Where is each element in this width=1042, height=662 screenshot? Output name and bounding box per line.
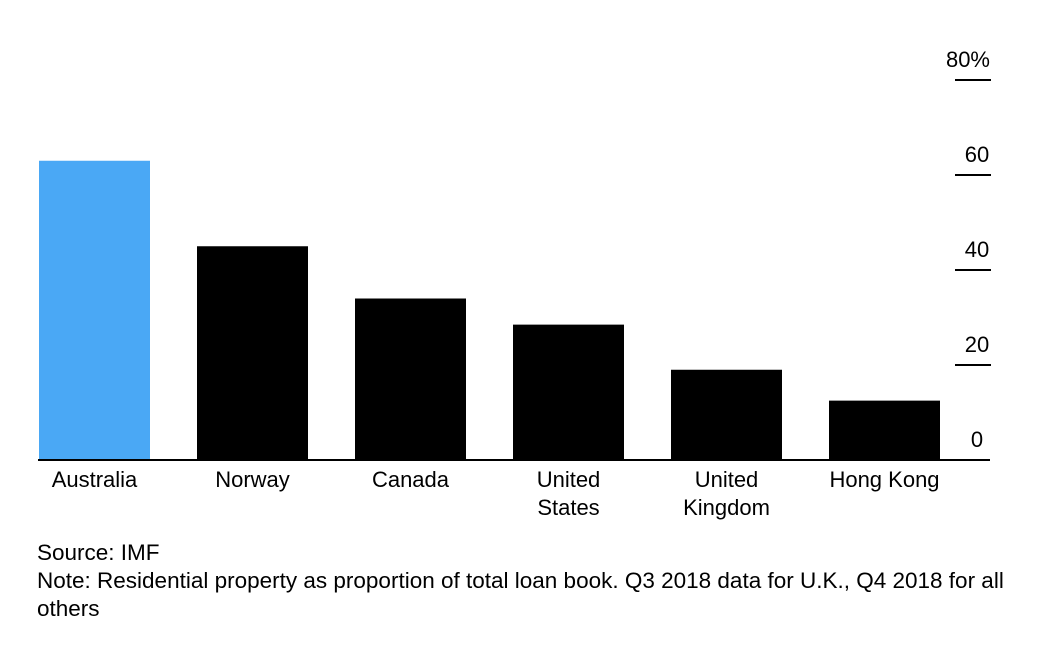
footnote: Note: Residential property as proportion… (37, 568, 1011, 621)
y-tick-label: 0 (971, 427, 983, 452)
x-axis-labels: Australia Norway Canada United States United K… (52, 467, 940, 520)
category-label: United Kingdom (683, 467, 770, 520)
category-label: United States (537, 467, 601, 520)
category-label: Hong Kong (829, 467, 939, 492)
category-label: Norway (215, 467, 290, 492)
chart-footer: Source: IMF Note: Residential property a… (37, 539, 1027, 623)
y-tick-label: 20 (965, 332, 989, 357)
bar (513, 324, 624, 460)
bar (671, 369, 782, 460)
y-tick-label: 80% (946, 47, 990, 72)
y-tick-label: 40 (965, 237, 989, 262)
bar (197, 246, 308, 460)
category-label: Australia (52, 467, 138, 492)
bar (39, 160, 150, 460)
bar (355, 298, 466, 460)
y-axis: 0 20 40 60 80% (946, 47, 991, 452)
y-tick-label: 60 (965, 142, 989, 167)
bar (829, 400, 940, 460)
source-note: Source: IMF (37, 540, 160, 565)
bar-chart: 0 20 40 60 80% Australia Norway Canada United St… (38, 47, 991, 520)
bars-group (39, 160, 940, 460)
category-label: Canada (372, 467, 450, 492)
